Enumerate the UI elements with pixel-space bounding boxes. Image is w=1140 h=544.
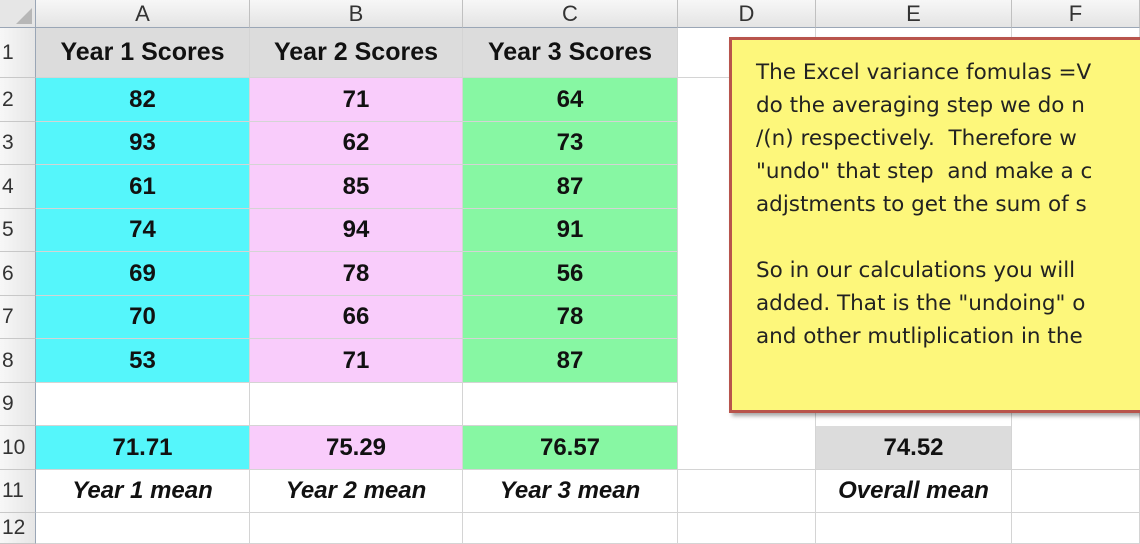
row-header-2[interactable]: 2: [0, 78, 36, 122]
cell-a5[interactable]: 74: [36, 209, 250, 252]
select-all-corner[interactable]: [0, 0, 36, 28]
cell-b12[interactable]: [250, 513, 463, 544]
cell-a7[interactable]: 70: [36, 296, 250, 339]
cell-d12[interactable]: [678, 513, 816, 544]
comment-note-box[interactable]: The Excel variance fomulas =V do the ave…: [729, 37, 1140, 413]
comment-line-1: The Excel variance fomulas =V: [756, 60, 1092, 85]
row-header-7[interactable]: 7: [0, 296, 36, 339]
comment-line-5: adjstments to get the sum of s: [756, 192, 1087, 217]
column-header-d[interactable]: D: [678, 0, 816, 28]
cell-a8[interactable]: 53: [36, 339, 250, 383]
cell-f10[interactable]: [1012, 426, 1140, 470]
cell-a4[interactable]: 61: [36, 165, 250, 209]
cell-c5[interactable]: 91: [463, 209, 678, 252]
comment-line-3: /(n) respectively. Therefore w: [756, 126, 1077, 151]
row-header-11[interactable]: 11: [0, 470, 36, 513]
column-header-c[interactable]: C: [463, 0, 678, 28]
cell-d10[interactable]: [678, 426, 816, 470]
cell-b9[interactable]: [250, 383, 463, 426]
cell-d11[interactable]: [678, 470, 816, 513]
cell-c2[interactable]: 64: [463, 78, 678, 122]
row-header-8[interactable]: 8: [0, 339, 36, 383]
cell-a10-year1-mean[interactable]: 71.71: [36, 426, 250, 470]
cell-c4[interactable]: 87: [463, 165, 678, 209]
row-header-4[interactable]: 4: [0, 165, 36, 209]
cell-a3[interactable]: 93: [36, 122, 250, 165]
cell-e12[interactable]: [816, 513, 1012, 544]
column-header-f[interactable]: F: [1012, 0, 1140, 28]
comment-line-4: "undo" that step and make a c: [756, 159, 1093, 184]
cell-a11-year1-mean-label[interactable]: Year 1 mean: [36, 470, 250, 513]
cell-a12[interactable]: [36, 513, 250, 544]
cell-c7[interactable]: 78: [463, 296, 678, 339]
cell-b1-year2-header[interactable]: Year 2 Scores: [250, 28, 463, 78]
cell-c10-year3-mean[interactable]: 76.57: [463, 426, 678, 470]
cell-c12[interactable]: [463, 513, 678, 544]
column-header-b[interactable]: B: [250, 0, 463, 28]
cell-b10-year2-mean[interactable]: 75.29: [250, 426, 463, 470]
cell-b6[interactable]: 78: [250, 252, 463, 296]
cell-b11-year2-mean-label[interactable]: Year 2 mean: [250, 470, 463, 513]
cell-b7[interactable]: 66: [250, 296, 463, 339]
row-header-12[interactable]: 12: [0, 513, 36, 544]
cell-b3[interactable]: 62: [250, 122, 463, 165]
cell-a1-year1-header[interactable]: Year 1 Scores: [36, 28, 250, 78]
column-header-a[interactable]: A: [36, 0, 250, 28]
cell-b2[interactable]: 71: [250, 78, 463, 122]
comment-line-6: So in our calculations you will: [756, 258, 1076, 283]
cell-a2[interactable]: 82: [36, 78, 250, 122]
cell-c3[interactable]: 73: [463, 122, 678, 165]
row-header-10[interactable]: 10: [0, 426, 36, 470]
cell-c1-year3-header[interactable]: Year 3 Scores: [463, 28, 678, 78]
comment-line-7: added. That is the "undoing" o: [756, 291, 1086, 316]
cell-f11[interactable]: [1012, 470, 1140, 513]
row-header-3[interactable]: 3: [0, 122, 36, 165]
row-header-6[interactable]: 6: [0, 252, 36, 296]
comment-paragraph-gap: [756, 221, 1140, 254]
row-header-9[interactable]: 9: [0, 383, 36, 426]
cell-b5[interactable]: 94: [250, 209, 463, 252]
cell-b8[interactable]: 71: [250, 339, 463, 383]
comment-line-8: and other mutliplication in the: [756, 324, 1083, 349]
cell-a9[interactable]: [36, 383, 250, 426]
cell-c9[interactable]: [463, 383, 678, 426]
cell-e10-overall-mean[interactable]: 74.52: [816, 426, 1012, 470]
row-header-5[interactable]: 5: [0, 209, 36, 252]
row-header-1[interactable]: 1: [0, 28, 36, 78]
column-header-e[interactable]: E: [816, 0, 1012, 28]
cell-b4[interactable]: 85: [250, 165, 463, 209]
cell-e11-overall-mean-label[interactable]: Overall mean: [816, 470, 1012, 513]
cell-a6[interactable]: 69: [36, 252, 250, 296]
cell-c8[interactable]: 87: [463, 339, 678, 383]
cell-c6[interactable]: 56: [463, 252, 678, 296]
comment-line-2: do the averaging step we do n: [756, 93, 1085, 118]
cell-c11-year3-mean-label[interactable]: Year 3 mean: [463, 470, 678, 513]
cell-f12[interactable]: [1012, 513, 1140, 544]
